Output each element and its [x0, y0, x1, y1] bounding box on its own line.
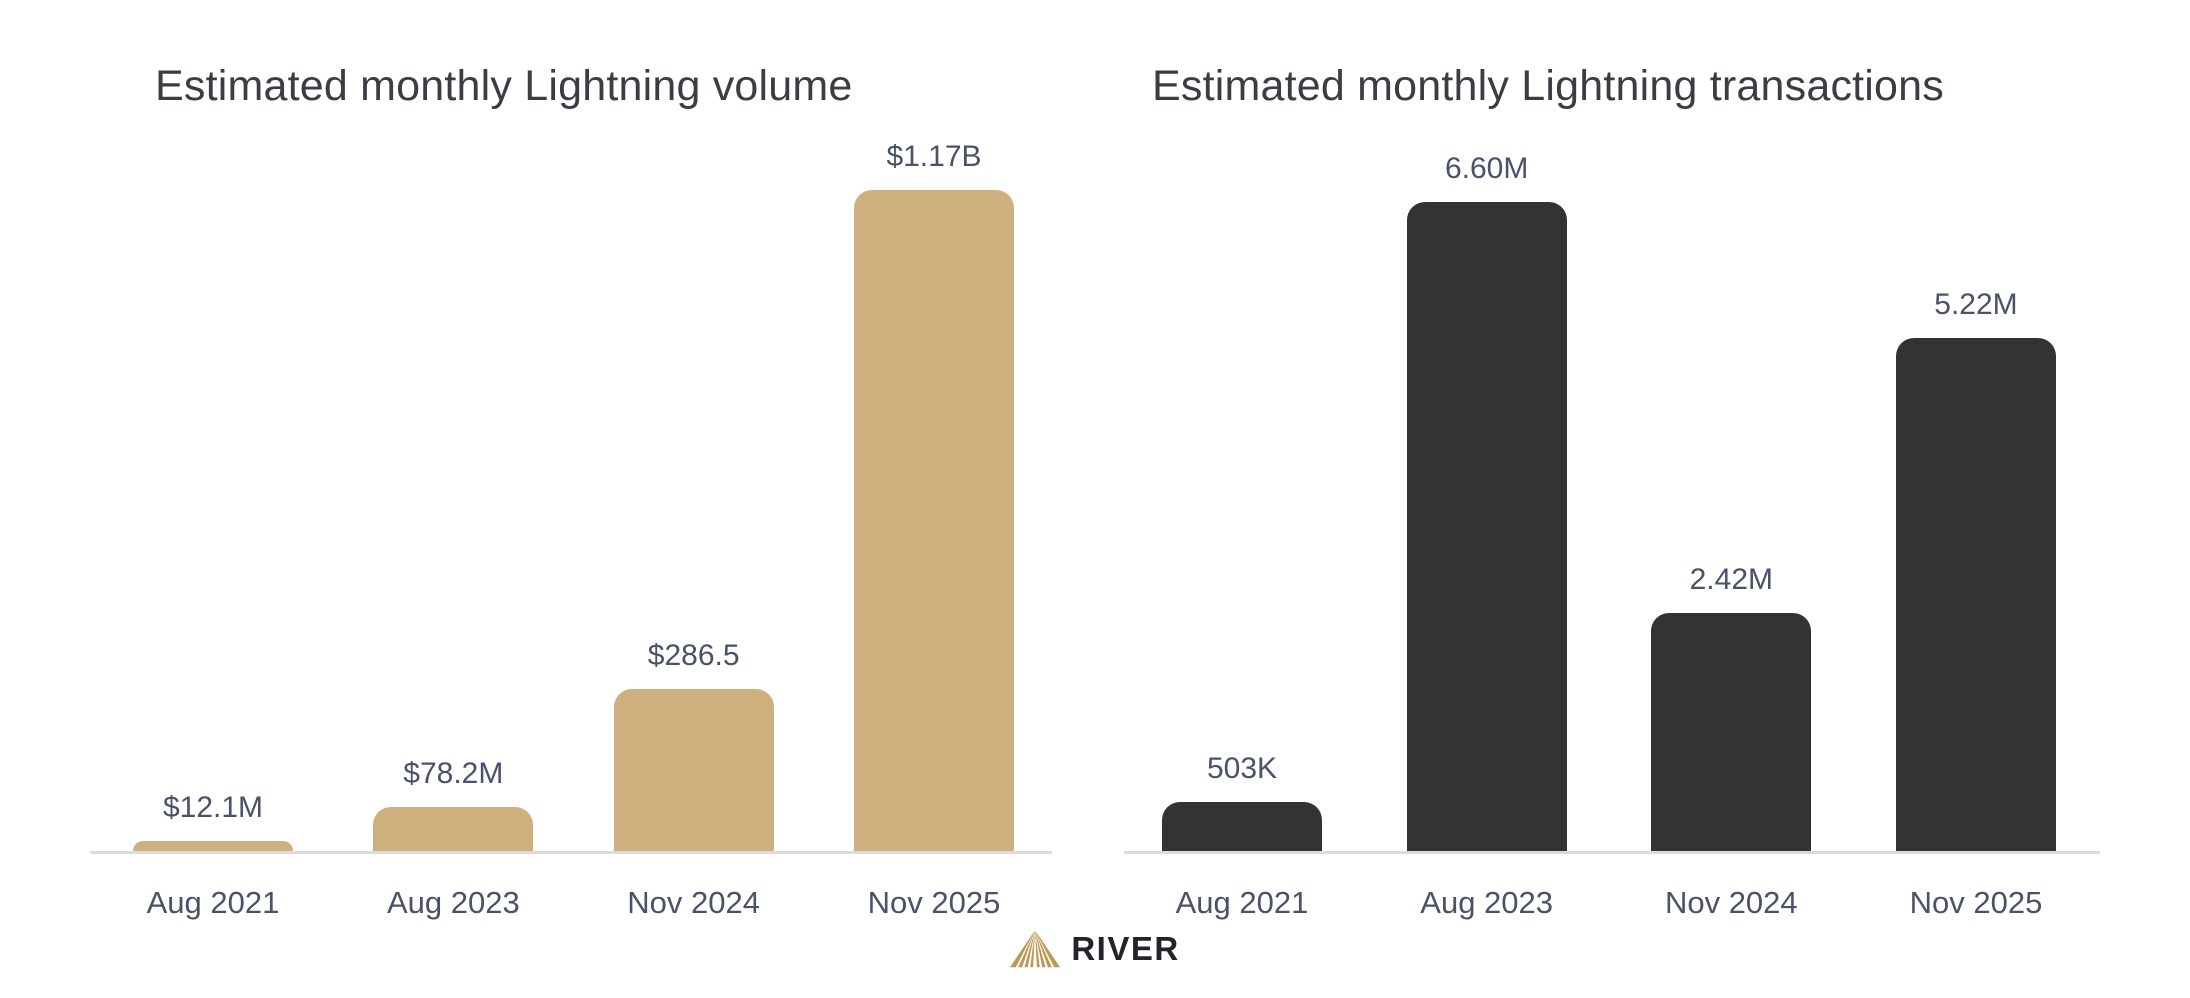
- bar-group: 2.42M: [1651, 563, 1812, 851]
- bar-value-label: 503K: [1206, 752, 1278, 785]
- bar-group: 6.60M: [1406, 152, 1567, 851]
- x-axis-tick-label: Aug 2021: [1175, 885, 1309, 920]
- bar-group: $12.1M: [133, 791, 293, 851]
- x-axis-tick-label: Nov 2025: [867, 885, 1001, 920]
- transactions-x-axis-labels: Aug 2021 Aug 2023 Nov 2024 Nov 2025: [1124, 885, 2100, 921]
- bar: [1162, 802, 1322, 851]
- bar: [133, 841, 293, 851]
- bar: [1895, 338, 2056, 851]
- bar: [1406, 202, 1567, 851]
- bar-value-label: $286.5: [647, 639, 740, 672]
- x-axis-tick-label: Nov 2024: [1664, 885, 1798, 920]
- bar-group: 503K: [1162, 752, 1322, 851]
- bar-value-label: $12.1M: [162, 791, 264, 824]
- brand-name: RIVER: [1071, 930, 1180, 967]
- bar: [613, 689, 774, 851]
- x-axis-tick-label: Aug 2021: [146, 885, 280, 920]
- transactions-chart-title: Estimated monthly Lightning transactions: [1152, 62, 1944, 110]
- bar-value-label: 5.22M: [1934, 288, 2018, 321]
- volume-chart-title: Estimated monthly Lightning volume: [155, 62, 853, 110]
- x-axis-tick-label: Aug 2023: [1420, 885, 1554, 920]
- transactions-bars: 503K 6.60M 2.42M 5.22M: [1124, 152, 2100, 851]
- transactions-x-axis-line: [1124, 851, 2100, 854]
- volume-plot-area: $12.1M $78.2M $286.5 $1.17B Aug 2021 Aug 202…: [90, 40, 1052, 920]
- bar: [853, 190, 1014, 851]
- bar-group: 5.22M: [1895, 288, 2056, 851]
- bar-value-label: 6.60M: [1444, 152, 1529, 185]
- river-mountain-icon: [1010, 930, 1061, 968]
- bar-value-label: $78.2M: [403, 757, 504, 790]
- bar-group: $1.17B: [853, 140, 1014, 851]
- bar: [1651, 613, 1812, 851]
- volume-bars: $12.1M $78.2M $286.5 $1.17B: [90, 140, 1052, 851]
- bar: [373, 807, 534, 851]
- x-axis-tick-label: Nov 2024: [627, 885, 761, 920]
- x-axis-tick-label: Nov 2025: [1909, 885, 2043, 920]
- transactions-chart: Estimated monthly Lightning transactions…: [1124, 40, 2100, 940]
- bar-value-label: $1.17B: [886, 140, 982, 173]
- bar-group: $78.2M: [373, 757, 534, 851]
- volume-x-axis-labels: Aug 2021 Aug 2023 Nov 2024 Nov 2025: [90, 885, 1052, 921]
- bar-value-label: 2.42M: [1689, 563, 1773, 596]
- bar-group: $286.5: [613, 639, 774, 851]
- x-axis-tick-label: Aug 2023: [386, 885, 520, 920]
- volume-x-axis-line: [90, 851, 1052, 854]
- footer-brand: RIVER: [0, 928, 2190, 970]
- volume-chart: Estimated monthly Lightning volume $12.1…: [90, 40, 1052, 940]
- transactions-plot-area: 503K 6.60M 2.42M 5.22M Aug 2021 Aug 2023 Nov …: [1124, 40, 2100, 920]
